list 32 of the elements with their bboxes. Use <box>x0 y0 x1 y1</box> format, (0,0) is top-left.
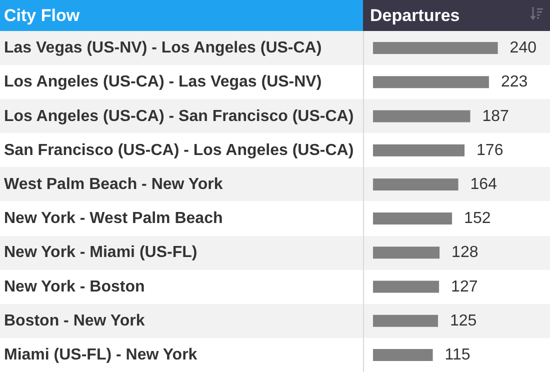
bar <box>373 178 458 190</box>
y-tick-label: San Francisco (US-CA) - Los Angeles (US-CA) <box>4 142 354 159</box>
data-label: 240 <box>510 40 537 57</box>
bar <box>373 42 498 54</box>
bar <box>373 348 433 361</box>
data-label: 127 <box>451 278 478 296</box>
bar <box>373 212 452 225</box>
data-label: 176 <box>476 142 504 159</box>
y-tick-label: Los Angeles (US-CA) - San Francisco (US-CA) <box>4 108 354 125</box>
y-tick-label: Los Angeles (US-CA) - Las Vegas (US-NV) <box>4 74 322 91</box>
bar <box>373 144 465 156</box>
y-tick-label: New York - Boston <box>4 278 145 296</box>
data-label: 164 <box>470 176 498 193</box>
bar <box>373 246 440 259</box>
x-axis-title: Departures <box>363 0 550 31</box>
y-tick-label: Miami (US-FL) - New York <box>4 346 198 364</box>
data-label: 152 <box>464 210 491 228</box>
y-tick-label: Las Vegas (US-NV) - Los Angeles (US-CA) <box>4 40 322 57</box>
data-label: 128 <box>452 244 478 262</box>
data-label: 125 <box>450 312 477 330</box>
bar <box>373 280 440 293</box>
bar <box>373 110 470 122</box>
y-tick-label: New York - Miami (US-FL) <box>4 244 198 262</box>
data-label: 115 <box>444 346 470 364</box>
y-tick-label: Boston - New York <box>4 312 145 330</box>
data-label: 187 <box>482 108 510 125</box>
data-label: 223 <box>500 74 528 91</box>
bar <box>373 314 438 327</box>
bar <box>373 76 489 88</box>
y-tick-label: West Palm Beach - New York <box>4 176 223 193</box>
y-axis-title: City Flow <box>0 0 363 31</box>
y-tick-label: New York - West Palm Beach <box>4 210 223 228</box>
